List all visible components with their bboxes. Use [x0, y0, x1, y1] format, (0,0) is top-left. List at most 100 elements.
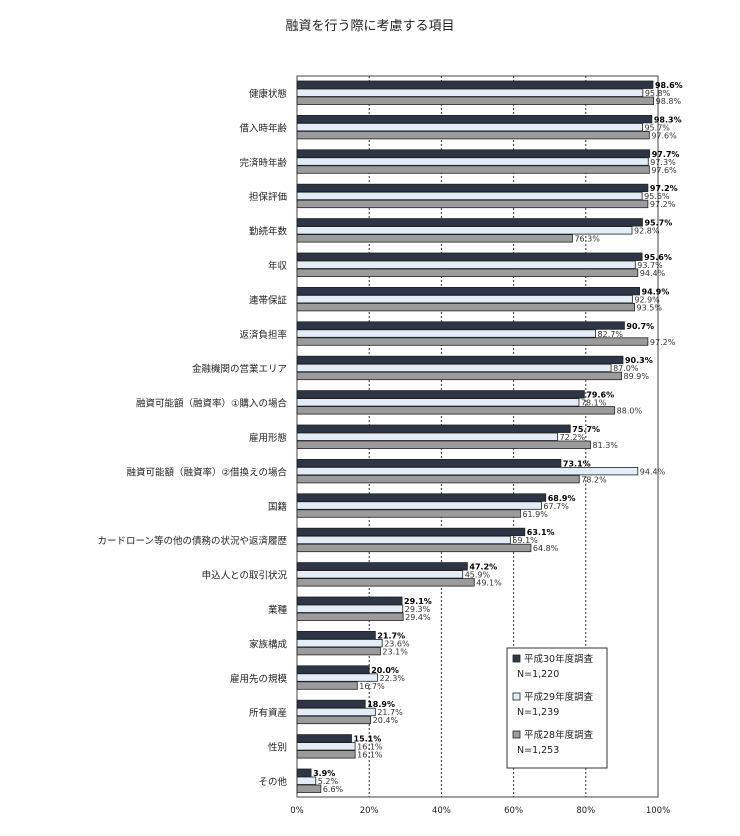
data-label: 16.1% [357, 743, 383, 752]
bar [296, 363, 612, 373]
bar [296, 199, 649, 209]
chart-title: 融資を行う際に考慮する項目 [285, 19, 454, 34]
data-label: 95.6% [644, 253, 672, 262]
bar [296, 390, 585, 399]
category-labels: 健康状態借入時年齢完済時年齢担保評価勤続年数年収連帯保証返済負担率金融機関の営業… [97, 88, 287, 788]
bar [296, 734, 352, 743]
legend-series-name: 平成28年度調査 [524, 729, 594, 741]
bar [296, 329, 596, 338]
bar [296, 218, 643, 227]
x-tick-label: 0% [290, 806, 304, 816]
legend-swatch [512, 730, 521, 739]
data-label: 82.7% [598, 330, 624, 339]
data-label: 78.1% [581, 399, 607, 408]
bar [296, 596, 403, 605]
legend-swatch [512, 654, 521, 663]
data-label: 89.9% [624, 372, 650, 381]
bar [296, 88, 644, 97]
category-label: 雇用先の規模 [230, 673, 288, 685]
bar [296, 750, 356, 759]
data-label: 21.7% [377, 708, 403, 717]
legend-swatch [512, 692, 521, 701]
data-label: 87.0% [613, 364, 639, 373]
x-tick-label: 40% [432, 806, 451, 816]
data-label: 97.3% [650, 158, 676, 167]
bar [296, 639, 383, 648]
data-label: 95.6% [644, 192, 670, 201]
bar [296, 355, 624, 365]
data-label: 75.7% [572, 425, 600, 434]
bar [296, 562, 468, 571]
bar [296, 647, 381, 656]
bar [296, 493, 547, 502]
category-label: 返済負担率 [239, 329, 287, 341]
bar [296, 294, 633, 304]
bar [296, 260, 636, 269]
bar [296, 768, 312, 777]
category-label: 融資可能額（融資率）①購入の場合 [136, 398, 288, 410]
data-label: 97.2% [650, 200, 676, 209]
data-label: 15.1% [354, 735, 382, 744]
bar [296, 226, 633, 235]
data-label: 94.4% [640, 467, 666, 476]
data-label: 47.2% [469, 563, 497, 572]
bar [296, 191, 643, 201]
bar [296, 123, 643, 132]
category-label: 国籍 [268, 501, 287, 513]
bar [296, 183, 649, 193]
bar [296, 604, 404, 613]
bar [296, 80, 654, 89]
data-label: 22.3% [380, 674, 406, 683]
bar [296, 535, 511, 545]
data-label: 72.2% [560, 433, 586, 442]
data-label: 20.0% [371, 666, 399, 675]
bar [296, 234, 573, 243]
bars-layer: 98.6%95.8%98.8%98.3%95.7%97.6%97.7%97.3%… [296, 80, 683, 794]
bar [296, 665, 370, 674]
data-label: 16.1% [357, 751, 383, 760]
data-label: 73.1% [563, 459, 591, 468]
x-tick-label: 80% [576, 806, 595, 816]
data-label: 90.7% [626, 322, 654, 331]
bar [296, 96, 655, 105]
bar [296, 681, 358, 690]
legend-series-n: N=1,253 [517, 745, 559, 756]
category-label: 健康状態 [249, 88, 287, 100]
bar [296, 543, 532, 553]
category-label: 担保評価 [249, 191, 288, 203]
data-label: 97.2% [650, 184, 678, 193]
data-label: 93.7% [637, 261, 663, 270]
legend-series-name: 平成30年度調査 [524, 653, 594, 665]
category-label: 融資可能額（融資率）②借換えの場合 [126, 466, 287, 478]
data-label: 61.9% [522, 510, 548, 519]
bar [296, 673, 378, 682]
category-label: 所有資産 [249, 707, 287, 719]
legend-series-name: 平成29年度調査 [524, 691, 594, 703]
bar [296, 631, 376, 640]
bar [296, 321, 625, 330]
bar [296, 268, 639, 277]
legend-series-n: N=1,239 [517, 707, 559, 718]
data-label: 90.3% [625, 356, 653, 365]
data-label: 23.1% [382, 647, 408, 656]
bar [296, 474, 580, 484]
data-label: 94.9% [642, 287, 670, 296]
data-label: 88.0% [617, 407, 643, 416]
category-label: 勤続年数 [249, 226, 288, 238]
data-label: 92.8% [634, 227, 660, 236]
data-label: 98.6% [655, 81, 683, 90]
bar [296, 165, 650, 174]
category-label: 完済時年齢 [239, 157, 287, 169]
bar [296, 707, 376, 717]
bar [296, 466, 639, 476]
data-label: 49.1% [476, 579, 502, 588]
data-label: 98.8% [656, 97, 682, 106]
legend-series-n: N=1,220 [517, 669, 559, 680]
category-label: 雇用形態 [249, 432, 287, 444]
data-label: 98.3% [654, 115, 682, 124]
data-label: 21.7% [377, 631, 405, 640]
data-label: 18.9% [367, 700, 395, 709]
category-label: 家族構成 [249, 638, 288, 650]
category-label: 借入時年齢 [239, 122, 287, 134]
